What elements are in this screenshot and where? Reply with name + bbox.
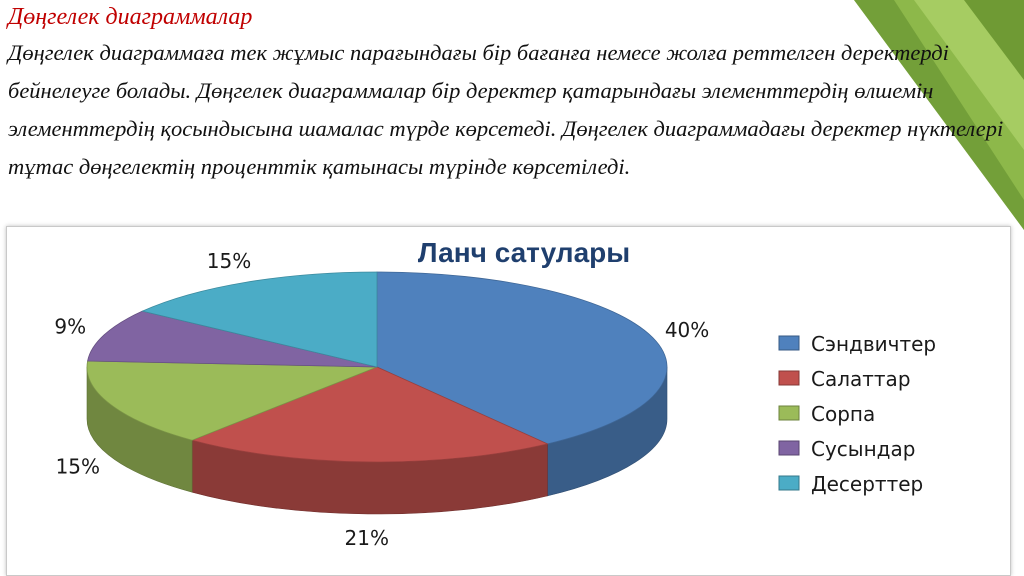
legend-swatch-Салаттар bbox=[778, 370, 800, 386]
legend-label-Десерттер: Десерттер bbox=[811, 472, 923, 496]
legend-swatch-Сэндвичтер bbox=[778, 335, 800, 351]
data-label-Сусындар: 9% bbox=[54, 315, 86, 339]
pie-slice-Сорпа bbox=[86, 360, 378, 441]
legend-swatch-Сусындар bbox=[778, 440, 800, 456]
legend-label-Сэндвичтер: Сэндвичтер bbox=[811, 332, 936, 356]
legend-label-Сорпа: Сорпа bbox=[811, 402, 875, 426]
pie-slice-Десерттер bbox=[141, 271, 378, 368]
legend-swatch-Сорпа bbox=[778, 405, 800, 421]
legend-label-Сусындар: Сусындар bbox=[811, 437, 915, 461]
legend-swatch-Десерттер bbox=[778, 475, 800, 491]
green-corner-decoration bbox=[854, 0, 1024, 230]
chart-legend: Сэндвичтер Салаттар Сорпа Сусындар Десерттер bbox=[778, 332, 936, 496]
pie-slice-Сусындар bbox=[87, 310, 378, 368]
slide-body-text: Дөңгелек диаграммаға тек жұмыс парағында… bbox=[8, 40, 1004, 179]
slide-title: Дөңгелек диаграммалар bbox=[8, 4, 253, 30]
pie-slice-Салаттар bbox=[190, 366, 549, 463]
data-label-Сорпа: 15% bbox=[56, 454, 100, 478]
legend-label-Салаттар: Салаттар bbox=[811, 367, 911, 391]
data-label-Салаттар: 21% bbox=[345, 526, 389, 550]
data-label-Сэндвичтер: 40% bbox=[665, 318, 709, 342]
chart-title: Ланч сатулары bbox=[418, 237, 630, 268]
pie-group: 40% 21% 15% 9% 15% bbox=[54, 249, 709, 550]
pie-chart: Ланч сатулары 40% 21% 15% 9% 15% Сэндвичтер С… bbox=[6, 226, 1011, 576]
pie-slice-Сэндвичтер bbox=[376, 271, 668, 445]
data-label-Десерттер: 15% bbox=[207, 249, 251, 273]
